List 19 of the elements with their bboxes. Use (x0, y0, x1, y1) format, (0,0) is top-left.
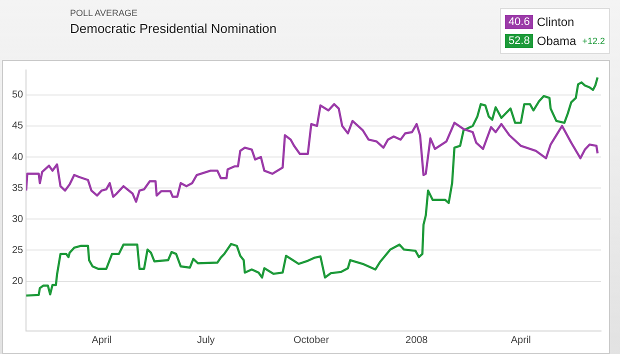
y-tick-label: 25 (12, 244, 24, 256)
chart-subtitle: POLL AVERAGE (70, 8, 138, 18)
legend-label: Obama (536, 34, 576, 48)
y-tick-label: 40 (12, 152, 24, 163)
y-tick-label: 20 (12, 276, 24, 288)
text: 52.8 (505, 34, 533, 48)
text: 40.6 (505, 14, 533, 28)
x-tick-label: April (92, 334, 112, 346)
y-tick-label: 30 (12, 214, 24, 225)
y-tick-label: 50 (12, 90, 24, 101)
x-tick-label: April (510, 334, 531, 346)
x-tick-label: July (197, 334, 215, 346)
x-tick-label: October (293, 334, 330, 346)
text: +12.2 (582, 36, 605, 46)
chart-title: Democratic Presidential Nomination (70, 21, 277, 36)
y-tick-label: 45 (12, 120, 24, 132)
x-tick-label: 2008 (406, 334, 428, 346)
legend-label: Clinton (536, 14, 574, 28)
y-tick-label: 35 (12, 182, 24, 194)
